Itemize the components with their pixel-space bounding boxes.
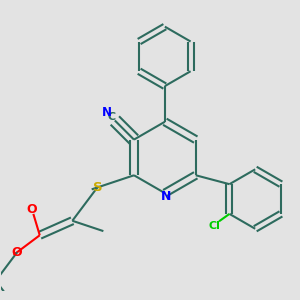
Text: Cl: Cl (209, 221, 220, 231)
Text: S: S (92, 181, 102, 194)
Text: O: O (27, 203, 38, 216)
Text: O: O (12, 246, 22, 259)
Text: N: N (102, 106, 112, 119)
Text: N: N (161, 190, 172, 203)
Text: C: C (107, 112, 115, 122)
